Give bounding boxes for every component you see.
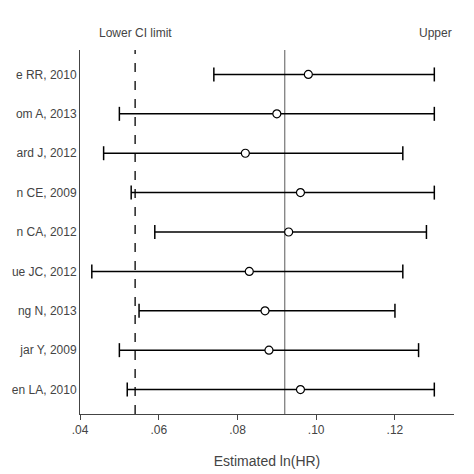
svg-text:en LA, 2010: en LA, 2010 <box>12 383 77 397</box>
svg-text:ng N, 2013: ng N, 2013 <box>18 304 77 318</box>
svg-text:Lower CI limit: Lower CI limit <box>99 26 172 40</box>
svg-text:.06: .06 <box>150 423 167 437</box>
svg-text:.04: .04 <box>72 423 89 437</box>
svg-text:n CE, 2009: n CE, 2009 <box>17 186 77 200</box>
svg-text:.08: .08 <box>229 423 246 437</box>
svg-text:ue JC, 2012: ue JC, 2012 <box>12 265 77 279</box>
svg-text:.12: .12 <box>387 423 404 437</box>
svg-text:n CA, 2012: n CA, 2012 <box>17 225 77 239</box>
svg-text:jar Y, 2009: jar Y, 2009 <box>19 343 77 357</box>
svg-text:ard J, 2012: ard J, 2012 <box>17 146 77 160</box>
svg-text:.10: .10 <box>308 423 325 437</box>
svg-text:om A, 2013: om A, 2013 <box>16 107 77 121</box>
svg-text:e RR, 2010: e RR, 2010 <box>16 68 77 82</box>
svg-text:Estimated ln(HR): Estimated ln(HR) <box>214 453 321 469</box>
svg-text:Upper: Upper <box>419 26 452 40</box>
